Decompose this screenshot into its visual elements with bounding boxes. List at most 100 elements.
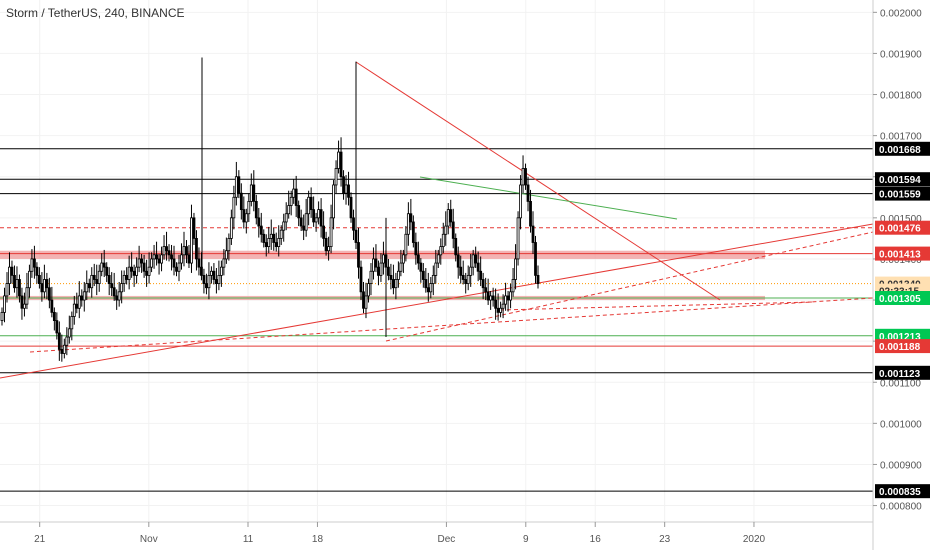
candle-body — [421, 270, 425, 280]
candle-body — [180, 254, 183, 264]
candle-body — [195, 237, 198, 260]
candle-body — [379, 262, 383, 276]
trendline — [29, 297, 874, 353]
candle-body — [52, 311, 56, 321]
price-label-bg — [875, 141, 930, 156]
candle-body — [287, 205, 291, 215]
candle-body — [205, 283, 208, 289]
candle-body — [200, 266, 203, 276]
price-tick-label: 0.000900 — [880, 460, 922, 471]
price-label-bg — [875, 365, 930, 380]
price-tick-label: 0.001500 — [880, 214, 922, 225]
candle-body — [387, 266, 390, 276]
candle-body — [267, 237, 271, 248]
candle-body — [454, 237, 458, 256]
price-label: 0.001123 — [879, 369, 921, 380]
candle-body — [264, 242, 268, 248]
candle-body — [40, 283, 44, 293]
candle-body — [499, 307, 503, 313]
candle-body — [364, 295, 368, 309]
candle-body — [229, 217, 233, 239]
candle-body — [456, 254, 460, 268]
candle-body — [242, 209, 246, 223]
candle-body — [62, 344, 66, 354]
candle-body — [125, 274, 129, 280]
candle-body — [130, 266, 134, 272]
candle-body — [60, 348, 64, 354]
candle-body — [222, 258, 226, 268]
candle-body — [47, 287, 51, 301]
candle-body — [302, 225, 306, 231]
price-tick-label: 0.002000 — [880, 8, 922, 19]
candle-body — [282, 221, 286, 231]
candle-body — [102, 262, 106, 268]
candle-body — [80, 295, 84, 301]
candle-body — [65, 336, 69, 346]
candle-body — [339, 151, 343, 178]
candle-body — [441, 233, 445, 248]
time-axis[interactable]: 21 Nov 11 18 Dec 9 16 23 2020 — [34, 522, 766, 545]
candle-body — [127, 266, 131, 280]
candle-body — [82, 291, 86, 301]
candle-body — [529, 201, 532, 227]
candle-body — [431, 274, 435, 285]
candle-body — [514, 258, 517, 280]
candle-body — [284, 213, 288, 223]
trendlines — [0, 61, 874, 379]
candle-body — [137, 258, 141, 268]
candle-body — [42, 279, 46, 293]
candle-body — [247, 201, 251, 215]
candle-body — [172, 258, 176, 268]
candle-body — [167, 250, 171, 256]
horizontal-levels — [0, 148, 873, 492]
candle-body — [332, 184, 335, 219]
candle-body — [110, 283, 114, 289]
candle-body — [165, 246, 168, 252]
candle-body — [401, 254, 405, 264]
candle-body — [511, 279, 515, 293]
candle-body — [416, 254, 420, 264]
candle-body — [219, 266, 223, 276]
candle-body — [257, 217, 261, 227]
candle-body — [367, 283, 370, 297]
candle-body — [476, 262, 480, 272]
price-label: 0.001213 — [879, 332, 921, 343]
candle-body — [349, 196, 353, 219]
price-label: 0.001476 — [879, 224, 921, 235]
candle-body — [152, 254, 156, 260]
time-tick-label: 9 — [523, 534, 529, 545]
price-tick-label: 0.001800 — [880, 91, 922, 102]
candle-body — [504, 295, 507, 305]
trendline — [385, 231, 874, 342]
candle-body — [234, 176, 238, 198]
candle-body — [272, 233, 276, 243]
time-tick-label: 18 — [312, 534, 324, 545]
candle-body — [187, 254, 191, 264]
candle-body — [227, 237, 231, 252]
candle-body — [536, 274, 540, 285]
candle-body — [15, 279, 19, 289]
price-labels: 0.001668 0.001594 0.001559 0.001476 0.001413… — [875, 141, 930, 499]
candle-body — [112, 287, 116, 297]
candle-body — [526, 184, 530, 202]
candle-body — [70, 316, 74, 330]
candle-body — [142, 262, 146, 272]
candle-body — [90, 274, 94, 289]
candle-body — [464, 279, 468, 285]
candle-body — [182, 246, 186, 256]
candle-body — [327, 246, 330, 252]
candle-body — [150, 258, 153, 268]
candle-body — [207, 274, 211, 289]
candle-body — [75, 303, 79, 309]
candle-body — [57, 332, 61, 350]
candle-body — [10, 266, 14, 276]
candle-body — [252, 184, 256, 202]
candle-body — [20, 295, 24, 309]
candle-body — [157, 258, 161, 264]
candle-body — [409, 213, 413, 223]
candle-body — [210, 270, 213, 276]
candle-body — [18, 279, 21, 297]
candle-body — [279, 229, 283, 239]
candle-body — [312, 209, 316, 223]
